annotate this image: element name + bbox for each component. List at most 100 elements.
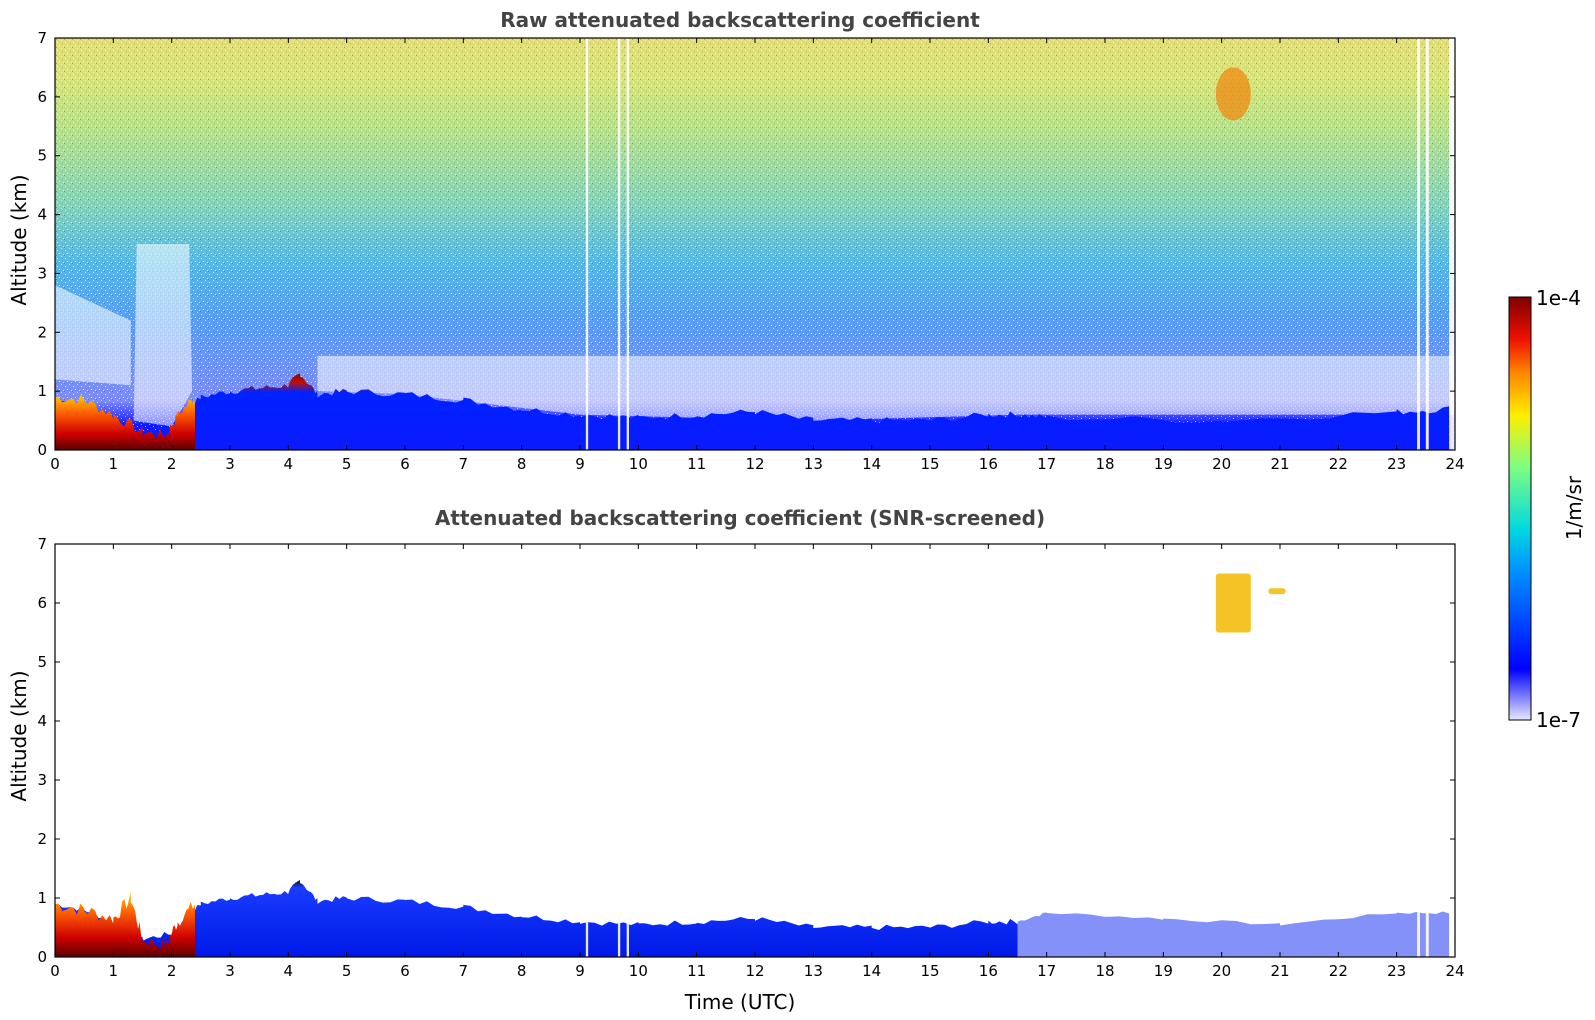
x-tick-label: 24 bbox=[1445, 962, 1464, 980]
raw-x-axis: 0 1 2 3 4 5 6 7 8 9 10 11 12 13 14 15 16 17 18 19 20 21 22 23 24 bbox=[50, 38, 1465, 473]
y-tick-label: 3 bbox=[37, 771, 47, 789]
raw-backscatter-panel: Raw attenuated backscattering coefficien… bbox=[7, 8, 1465, 473]
data-gap-stripe bbox=[1417, 544, 1420, 957]
screened-boundary-layer bbox=[55, 880, 1018, 957]
x-tick-label: 3 bbox=[225, 962, 235, 980]
y-tick-label: 3 bbox=[37, 264, 47, 282]
colorbar-gradient bbox=[1508, 296, 1532, 721]
x-tick-label: 13 bbox=[804, 455, 823, 473]
x-tick-label: 6 bbox=[400, 455, 410, 473]
y-tick-label: 2 bbox=[37, 830, 47, 848]
x-tick-label: 24 bbox=[1445, 455, 1464, 473]
data-gap-stripe bbox=[1425, 38, 1429, 450]
screened-evening-layer bbox=[1017, 911, 1450, 957]
data-gap-stripe bbox=[617, 544, 621, 957]
y-tick-label: 1 bbox=[37, 382, 47, 400]
y-tick-label: 7 bbox=[37, 29, 47, 47]
x-tick-label: 12 bbox=[745, 962, 764, 980]
x-tick-label: 11 bbox=[687, 962, 706, 980]
data-gap-stripe bbox=[1417, 38, 1420, 450]
elevated-layer-patch bbox=[1215, 573, 1251, 633]
screened-backscatter-image bbox=[55, 544, 1455, 957]
x-tick-label: 16 bbox=[979, 962, 998, 980]
y-tick-label: 5 bbox=[37, 147, 47, 165]
elevated-layer-patch bbox=[1268, 588, 1286, 595]
x-tick-label: 19 bbox=[1154, 962, 1173, 980]
x-tick-label: 1 bbox=[109, 455, 119, 473]
y-tick-label: 4 bbox=[37, 712, 47, 730]
x-tick-label: 1 bbox=[109, 962, 119, 980]
x-tick-label: 4 bbox=[284, 455, 294, 473]
x-tick-label: 12 bbox=[745, 455, 764, 473]
data-gap-stripe bbox=[1425, 544, 1429, 957]
y-tick-label: 0 bbox=[37, 441, 47, 459]
x-tick-label: 23 bbox=[1387, 455, 1406, 473]
x-tick-label: 10 bbox=[629, 962, 648, 980]
raw-boundary-layer bbox=[55, 373, 1450, 450]
raw-panel-title: Raw attenuated backscattering coefficien… bbox=[500, 8, 980, 32]
data-gap-stripe bbox=[626, 38, 629, 450]
x-tick-label: 16 bbox=[979, 455, 998, 473]
x-tick-label: 17 bbox=[1037, 962, 1056, 980]
y-tick-label: 7 bbox=[37, 535, 47, 553]
raw-signal-dropout-region bbox=[55, 244, 1455, 427]
x-tick-label: 10 bbox=[629, 455, 648, 473]
x-tick-label: 3 bbox=[225, 455, 235, 473]
data-gap-stripe bbox=[617, 38, 621, 450]
x-tick-label: 7 bbox=[459, 962, 469, 980]
x-tick-label: 13 bbox=[804, 962, 823, 980]
screened-morning-aerosol bbox=[55, 891, 195, 957]
raw-morning-aerosol bbox=[55, 395, 195, 450]
x-tick-label: 5 bbox=[342, 962, 352, 980]
x-tick-label: 14 bbox=[862, 962, 881, 980]
x-tick-label: 18 bbox=[1095, 962, 1114, 980]
x-tick-label: 20 bbox=[1212, 455, 1231, 473]
y-tick-label: 1 bbox=[37, 889, 47, 907]
x-tick-label: 8 bbox=[517, 455, 527, 473]
x-tick-label: 23 bbox=[1387, 962, 1406, 980]
colorbar-label: 1/m/sr bbox=[1562, 475, 1586, 540]
x-tick-label: 4 bbox=[284, 962, 294, 980]
screened-y-axis: 0 1 2 3 4 5 6 7 bbox=[37, 535, 1455, 966]
x-tick-label: 6 bbox=[400, 962, 410, 980]
screened-x-axis: 0 1 2 3 4 5 6 7 8 9 10 11 12 13 14 15 16 17 18 19 20 21 22 23 24 bbox=[50, 544, 1465, 980]
y-tick-label: 6 bbox=[37, 88, 47, 106]
y-tick-label: 6 bbox=[37, 594, 47, 612]
x-tick-label: 20 bbox=[1212, 962, 1231, 980]
raw-y-axis: 0 1 2 3 4 5 6 7 bbox=[37, 29, 1455, 459]
x-tick-label: 0 bbox=[50, 455, 60, 473]
data-gap-stripe bbox=[585, 544, 589, 957]
x-tick-label: 22 bbox=[1329, 455, 1348, 473]
screened-backscatter-panel: Attenuated backscattering coefficient (S… bbox=[7, 506, 1465, 1014]
x-tick-label: 9 bbox=[575, 455, 585, 473]
raw-elevated-layer bbox=[1215, 67, 1251, 121]
raw-data-gaps bbox=[585, 38, 1455, 450]
x-tick-label: 2 bbox=[167, 455, 177, 473]
y-tick-label: 2 bbox=[37, 323, 47, 341]
screened-panel-title: Attenuated backscattering coefficient (S… bbox=[435, 506, 1045, 530]
x-tick-label: 9 bbox=[575, 962, 585, 980]
x-tick-label: 7 bbox=[459, 455, 469, 473]
x-tick-label: 8 bbox=[517, 962, 527, 980]
x-tick-label: 0 bbox=[50, 962, 60, 980]
x-tick-label: 22 bbox=[1329, 962, 1348, 980]
x-tick-label: 15 bbox=[920, 455, 939, 473]
x-tick-label: 18 bbox=[1095, 455, 1114, 473]
data-gap-stripe bbox=[585, 38, 589, 450]
x-axis-label: Time (UTC) bbox=[684, 990, 796, 1014]
data-gap-stripe bbox=[1449, 38, 1455, 450]
screened-y-axis-label: Altitude (km) bbox=[7, 670, 31, 801]
y-tick-label: 5 bbox=[37, 653, 47, 671]
colorbar-max-label: 1e-4 bbox=[1536, 286, 1581, 310]
screened-data-gaps bbox=[585, 544, 1455, 957]
x-tick-label: 19 bbox=[1154, 455, 1173, 473]
raw-y-axis-label: Altitude (km) bbox=[7, 174, 31, 305]
raw-backscatter-image bbox=[55, 38, 1455, 450]
x-tick-label: 15 bbox=[920, 962, 939, 980]
data-gap-stripe bbox=[1449, 544, 1455, 957]
colorbar: 1e-4 1e-7 1/m/sr bbox=[1508, 286, 1586, 732]
x-tick-label: 14 bbox=[862, 455, 881, 473]
colorbar-min-label: 1e-7 bbox=[1536, 708, 1581, 732]
x-tick-label: 11 bbox=[687, 455, 706, 473]
